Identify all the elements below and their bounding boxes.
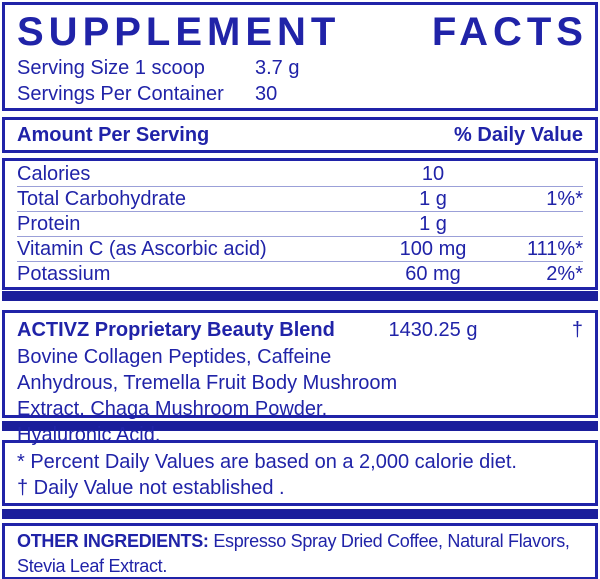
blend-header-row: ACTIVZ Proprietary Beauty Blend 1430.25 … bbox=[17, 318, 583, 342]
title-word-facts: FACTS bbox=[431, 10, 588, 54]
nutrient-dv: 111%* bbox=[527, 237, 583, 260]
amount-per-serving-header: Amount Per Serving bbox=[17, 123, 210, 146]
nutrient-row-calories: Calories 10 bbox=[17, 162, 583, 186]
column-header-box: Amount Per Serving % Daily Value bbox=[2, 117, 598, 153]
page-title: SUPPLEMENT FACTS bbox=[17, 9, 583, 55]
title-serving-box: SUPPLEMENT FACTS Serving Size 1 scoop 3.… bbox=[2, 2, 598, 111]
title-word-supplement: SUPPLEMENT bbox=[17, 10, 341, 54]
nutrient-row-potassium: Potassium 60 mg 2%* bbox=[17, 262, 583, 286]
nutrient-amount: 60 mg bbox=[405, 262, 461, 285]
serving-size-value: 3.7 g bbox=[255, 57, 300, 79]
row-divider bbox=[17, 211, 583, 212]
serving-size-row: Serving Size 1 scoop 3.7 g bbox=[17, 55, 583, 81]
blend-ingredients: Bovine Collagen Peptides, Caffeine Anhyd… bbox=[17, 346, 398, 446]
row-divider bbox=[17, 186, 583, 187]
thick-separator-bar bbox=[2, 291, 598, 301]
other-ingredients-box: OTHER INGREDIENTS: Espresso Spray Dried … bbox=[2, 523, 598, 579]
nutrient-name: Calories bbox=[17, 162, 91, 185]
other-ingredients-text: Espresso Spray Dried Coffee, Natural Fla… bbox=[17, 531, 570, 576]
nutrient-name: Protein bbox=[17, 212, 81, 235]
blend-name: ACTIVZ Proprietary Beauty Blend bbox=[17, 319, 335, 341]
other-ingredients-label: OTHER INGREDIENTS: bbox=[17, 531, 209, 551]
blend-amount: 1430.25 g bbox=[388, 319, 478, 341]
nutrient-amount: 1 g bbox=[419, 212, 447, 235]
nutrient-row-protein: Protein 1 g bbox=[17, 212, 583, 236]
thick-separator-bar bbox=[2, 421, 598, 431]
serving-size-label: Serving Size 1 scoop bbox=[17, 57, 205, 79]
daily-value-footnote: * Percent Daily Values are based on a 2,… bbox=[17, 451, 517, 473]
nutrient-table-box: Calories 10 Total Carbohydrate 1 g 1%* P… bbox=[2, 158, 598, 290]
daily-value-header: % Daily Value bbox=[454, 123, 583, 146]
nutrient-row-vitamin-c: Vitamin C (as Ascorbic acid) 100 mg 111%… bbox=[17, 237, 583, 261]
nutrient-name: Potassium bbox=[17, 262, 111, 285]
nutrient-amount: 10 bbox=[421, 162, 445, 185]
thick-separator-bar bbox=[2, 509, 598, 519]
servings-per-container-row: Servings Per Container 30 bbox=[17, 81, 583, 107]
proprietary-blend-box: ACTIVZ Proprietary Beauty Blend 1430.25 … bbox=[2, 310, 598, 446]
row-divider bbox=[17, 236, 583, 237]
nutrient-amount: 1 g bbox=[419, 187, 447, 210]
footnotes-box: * Percent Daily Values are based on a 2,… bbox=[2, 440, 598, 506]
nutrient-row-carbohydrate: Total Carbohydrate 1 g 1%* bbox=[17, 187, 583, 211]
nutrient-amount: 100 mg bbox=[399, 237, 467, 260]
nutrient-name: Vitamin C (as Ascorbic acid) bbox=[17, 237, 267, 260]
row-divider bbox=[17, 261, 583, 262]
nutrient-dv: 2%* bbox=[546, 262, 583, 285]
nutrient-name: Total Carbohydrate bbox=[17, 187, 186, 210]
servings-per-container-value: 30 bbox=[255, 83, 278, 105]
servings-per-container-label: Servings Per Container bbox=[17, 83, 224, 105]
blend-dagger: † bbox=[571, 319, 583, 341]
nutrient-dv: 1%* bbox=[546, 187, 583, 210]
not-established-footnote: † Daily Value not established . bbox=[17, 477, 285, 499]
